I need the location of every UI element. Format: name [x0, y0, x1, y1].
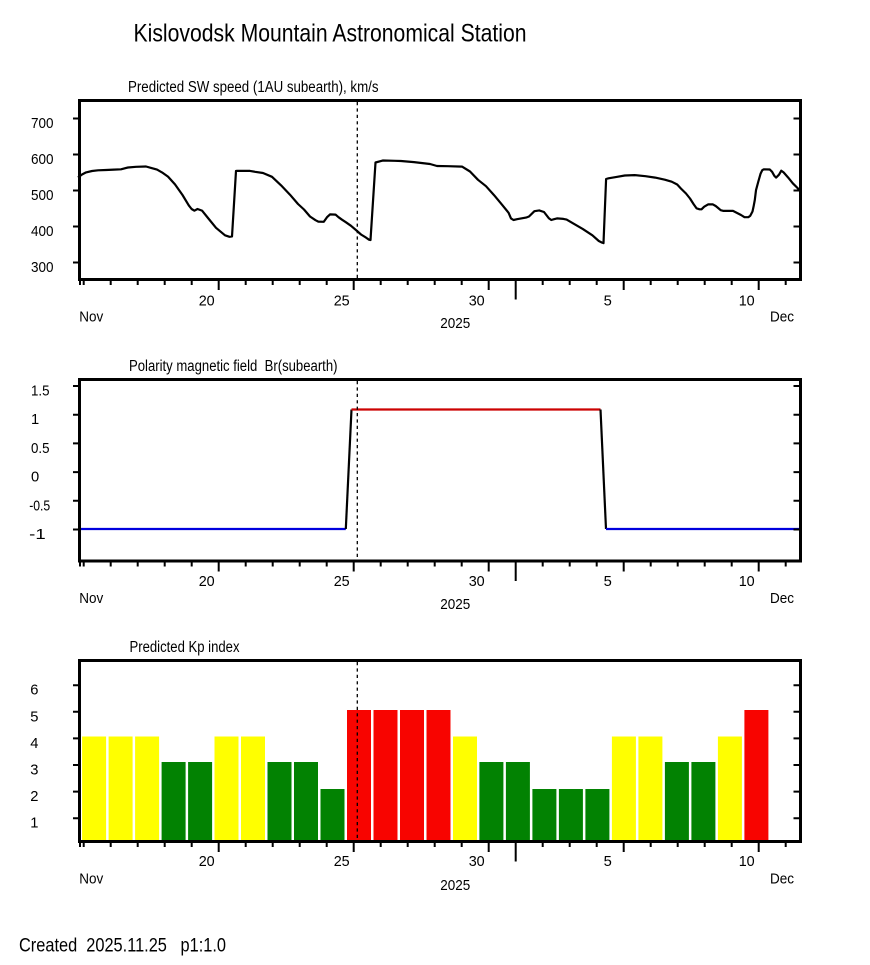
svg-text:25: 25 — [334, 574, 350, 590]
svg-text:30: 30 — [469, 854, 485, 870]
svg-text:Nov: Nov — [79, 310, 104, 326]
svg-text:30: 30 — [469, 574, 485, 590]
svg-text:Dec: Dec — [770, 591, 794, 607]
svg-text:4: 4 — [30, 736, 38, 752]
svg-text:400: 400 — [31, 224, 54, 240]
svg-text:Nov: Nov — [79, 591, 104, 607]
svg-text:0: 0 — [31, 470, 39, 486]
svg-text:Polarity magnetic field Br(su: Polarity magnetic field Br(subearth) — [129, 358, 338, 375]
svg-text:5: 5 — [604, 294, 612, 310]
svg-text:25: 25 — [334, 854, 350, 870]
svg-text:10: 10 — [739, 294, 755, 310]
svg-text:Nov: Nov — [79, 872, 104, 888]
svg-text:20: 20 — [199, 854, 215, 870]
svg-text:1: 1 — [31, 412, 39, 428]
svg-text:20: 20 — [199, 574, 215, 590]
svg-text:1: 1 — [30, 816, 38, 832]
svg-text:-0.5: -0.5 — [29, 498, 50, 514]
svg-text:2025: 2025 — [440, 878, 470, 894]
svg-text:5: 5 — [604, 574, 612, 590]
svg-text:30: 30 — [469, 294, 485, 310]
svg-text:300: 300 — [31, 260, 54, 276]
svg-text:5: 5 — [30, 709, 38, 725]
svg-text:600: 600 — [31, 152, 54, 168]
svg-text:700: 700 — [31, 116, 54, 132]
svg-text:10: 10 — [739, 574, 755, 590]
svg-text:Kislovodsk Mountain Astronomic: Kislovodsk Mountain Astronomical Station — [134, 20, 527, 48]
svg-text:Created 2025.11.25 p1:1.0: Created 2025.11.25 p1:1.0 — [19, 936, 226, 957]
svg-text:6: 6 — [30, 683, 38, 699]
svg-text:2025: 2025 — [440, 316, 470, 332]
svg-text:0.5: 0.5 — [31, 441, 50, 457]
svg-text:5: 5 — [604, 854, 612, 870]
svg-text:Dec: Dec — [770, 872, 794, 888]
svg-text:3: 3 — [30, 763, 38, 779]
svg-text:10: 10 — [739, 854, 755, 870]
svg-text:Dec: Dec — [770, 310, 794, 326]
svg-text:Predicted SW speed (1AU subear: Predicted SW speed (1AU subearth), km/s — [128, 79, 379, 96]
svg-text:2: 2 — [30, 789, 38, 805]
svg-text:25: 25 — [334, 294, 350, 310]
svg-text:500: 500 — [31, 188, 54, 204]
svg-text:20: 20 — [199, 294, 215, 310]
svg-text:-1: -1 — [29, 527, 46, 543]
svg-text:Predicted Kp index: Predicted Kp index — [130, 639, 240, 656]
svg-text:2025: 2025 — [440, 597, 470, 613]
svg-text:1.5: 1.5 — [31, 384, 50, 400]
